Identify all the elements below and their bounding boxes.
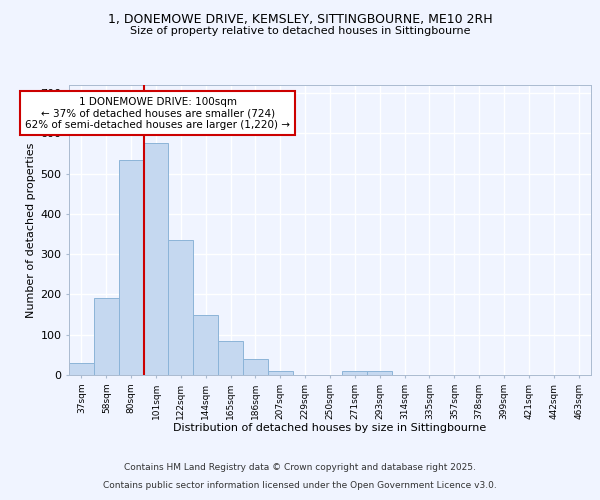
- Bar: [69, 363, 94, 375]
- Bar: [94, 298, 119, 375]
- Text: Size of property relative to detached houses in Sittingbourne: Size of property relative to detached ho…: [130, 26, 470, 36]
- Bar: [243, 359, 268, 375]
- Text: Contains public sector information licensed under the Open Government Licence v3: Contains public sector information licen…: [103, 481, 497, 490]
- Text: Contains HM Land Registry data © Crown copyright and database right 2025.: Contains HM Land Registry data © Crown c…: [124, 464, 476, 472]
- X-axis label: Distribution of detached houses by size in Sittingbourne: Distribution of detached houses by size …: [173, 423, 487, 433]
- Bar: [143, 144, 169, 375]
- Bar: [169, 240, 193, 375]
- Text: 1 DONEMOWE DRIVE: 100sqm
← 37% of detached houses are smaller (724)
62% of semi-: 1 DONEMOWE DRIVE: 100sqm ← 37% of detach…: [25, 96, 290, 130]
- Bar: [343, 371, 367, 375]
- Bar: [367, 371, 392, 375]
- Bar: [218, 341, 243, 375]
- Y-axis label: Number of detached properties: Number of detached properties: [26, 142, 36, 318]
- Text: 1, DONEMOWE DRIVE, KEMSLEY, SITTINGBOURNE, ME10 2RH: 1, DONEMOWE DRIVE, KEMSLEY, SITTINGBOURN…: [107, 12, 493, 26]
- Bar: [193, 314, 218, 375]
- Bar: [119, 160, 143, 375]
- Bar: [268, 371, 293, 375]
